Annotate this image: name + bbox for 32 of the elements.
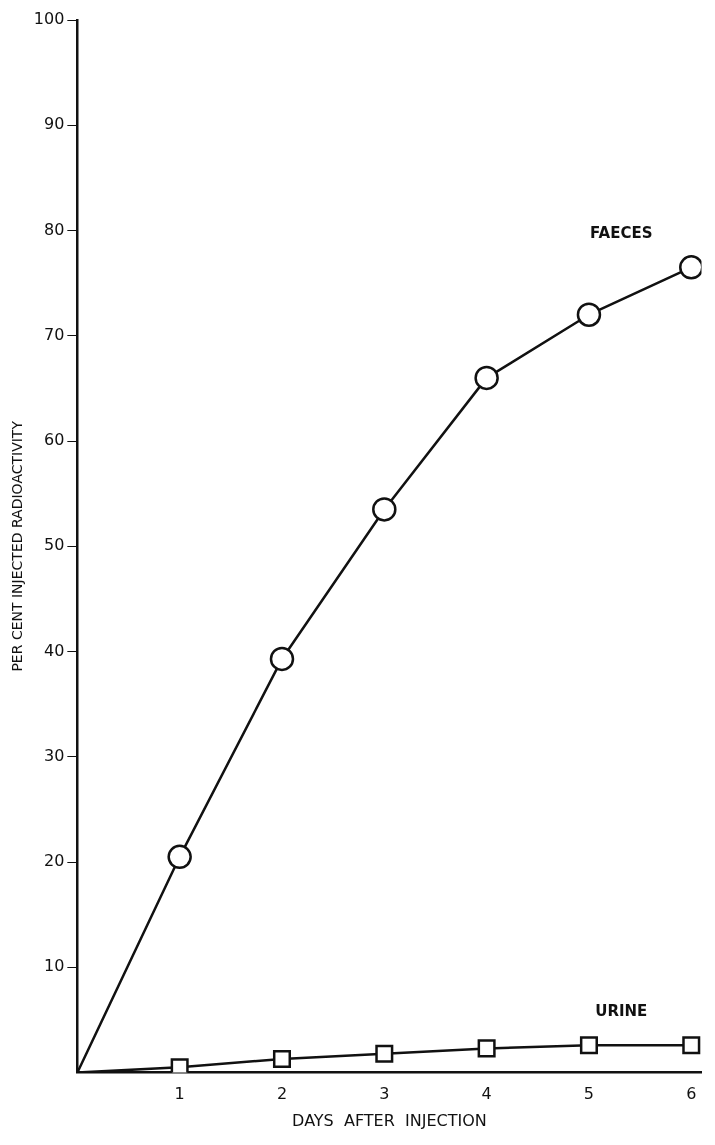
y-tick-label: 10: [43, 956, 65, 976]
x-tick-label: 6: [686, 1084, 697, 1104]
x-axis-title: DAYS AFTER INJECTION: [292, 1110, 487, 1130]
y-tick-label: 60: [43, 430, 65, 450]
series-label: URINE: [595, 1001, 648, 1020]
x-tick-label: 5: [583, 1084, 595, 1104]
point: [170, 1058, 189, 1073]
point: [372, 497, 397, 522]
point: [375, 1044, 394, 1063]
point: [679, 255, 702, 280]
y-tick-label: 20: [43, 851, 65, 871]
y-tick-label: 100: [33, 9, 65, 29]
y-axis-title: PER CENT INJECTED RADIOACTIVITY: [9, 420, 26, 672]
y-tick-label: 30: [43, 745, 65, 765]
point: [682, 1036, 701, 1055]
y-tick-label: 70: [43, 324, 65, 344]
x-tick-label: 2: [276, 1084, 288, 1104]
point: [272, 1049, 292, 1068]
text: FAECES: [590, 223, 653, 242]
point: [167, 844, 192, 870]
y-tick-label: 80: [43, 219, 65, 239]
y-tick-label: 50: [43, 535, 65, 555]
point: [579, 1036, 598, 1055]
point: [474, 365, 499, 391]
y-tick-label: 90: [43, 114, 65, 134]
point: [269, 646, 295, 672]
x-tick-label: 1: [174, 1084, 185, 1104]
y-tick-label: 40: [43, 640, 65, 660]
x-tick-label: 4: [481, 1084, 492, 1104]
point: [477, 1039, 496, 1058]
point: [576, 302, 602, 327]
x-tick-label: 3: [379, 1084, 390, 1104]
